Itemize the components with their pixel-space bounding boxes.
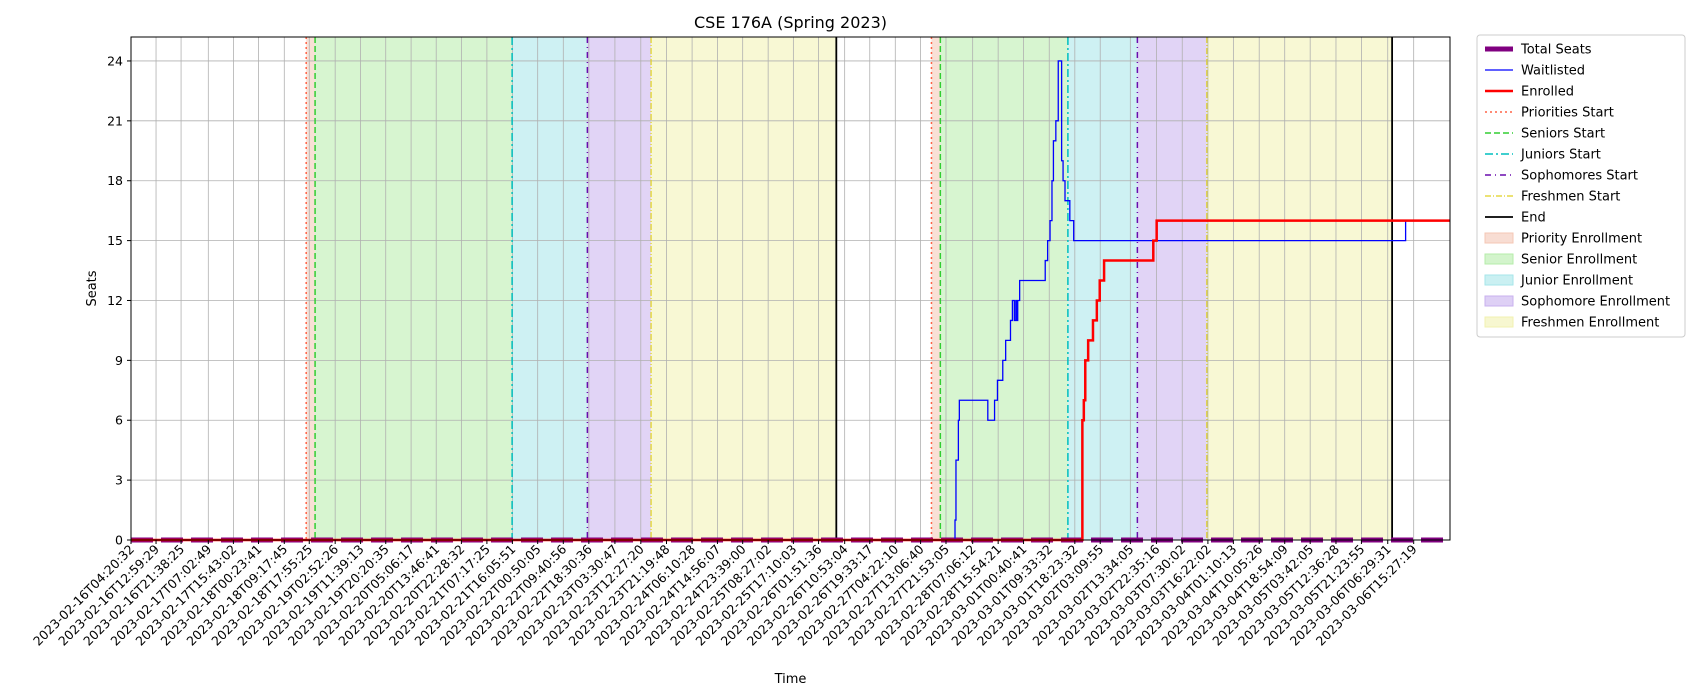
y-tick-label: 9	[115, 353, 123, 368]
axis-ticks: 036912151821242023-02-16T04:20:322023-02…	[30, 53, 1420, 648]
period-start-markers	[305, 37, 1394, 540]
grid-lines	[130, 37, 1450, 541]
series-enrolled	[131, 219, 1450, 542]
y-axis-label: Seats	[85, 270, 100, 306]
y-tick-label: 12	[107, 293, 123, 308]
period-band-junior-enrollment	[1067, 37, 1138, 540]
plot-frame	[130, 36, 1451, 541]
legend-label: Juniors Start	[1520, 148, 1601, 163]
period-band-senior-enrollment	[940, 37, 1068, 540]
legend-swatch	[1484, 274, 1514, 286]
period-band-senior-enrollment	[315, 37, 513, 540]
legend-label: Priorities Start	[1521, 106, 1614, 121]
period-band-junior-enrollment	[512, 37, 588, 540]
legend-label: Seniors Start	[1521, 127, 1605, 142]
period-band-sophomore-enrollment	[587, 37, 652, 540]
period-band-freshmen-enrollment	[651, 37, 837, 540]
enrollment-periods	[306, 37, 1393, 540]
legend: Total Seats Waitlisted Enrolled Priorities …	[1476, 34, 1686, 338]
y-tick-label: 15	[107, 233, 123, 248]
legend-swatch	[1484, 295, 1514, 307]
legend-frame	[1476, 34, 1686, 338]
y-tick-label: 24	[107, 53, 123, 68]
x-axis-label: Time	[774, 672, 807, 687]
period-band-priority-enrollment	[306, 37, 316, 540]
y-tick-label: 3	[115, 473, 123, 488]
legend-label: Sophomore Enrollment	[1521, 295, 1670, 310]
legend-label: End	[1521, 211, 1546, 226]
legend-label: Senior Enrollment	[1521, 253, 1637, 268]
series-waitlisted	[131, 60, 1450, 541]
y-tick-label: 18	[107, 173, 123, 188]
legend-label: Priority Enrollment	[1521, 232, 1642, 247]
legend-label: Total Seats	[1520, 43, 1592, 58]
y-tick-label: 6	[115, 413, 123, 428]
y-tick-label: 0	[115, 533, 123, 548]
chart-title: CSE 176A (Spring 2023)	[694, 13, 887, 32]
period-band-sophomore-enrollment	[1137, 37, 1207, 540]
legend-swatch	[1484, 232, 1514, 244]
legend-label: Waitlisted	[1521, 64, 1585, 79]
legend-label: Freshmen Enrollment	[1521, 316, 1659, 331]
legend-swatch	[1484, 316, 1514, 328]
period-band-priority-enrollment	[931, 37, 941, 540]
legend-label: Sophomores Start	[1521, 169, 1638, 184]
legend-label: Junior Enrollment	[1520, 274, 1633, 289]
period-band-freshmen-enrollment	[1206, 37, 1393, 540]
legend-swatch	[1484, 253, 1514, 265]
legend-label: Freshmen Start	[1521, 190, 1620, 205]
y-tick-label: 21	[107, 113, 123, 128]
legend-label: Enrolled	[1521, 85, 1574, 100]
